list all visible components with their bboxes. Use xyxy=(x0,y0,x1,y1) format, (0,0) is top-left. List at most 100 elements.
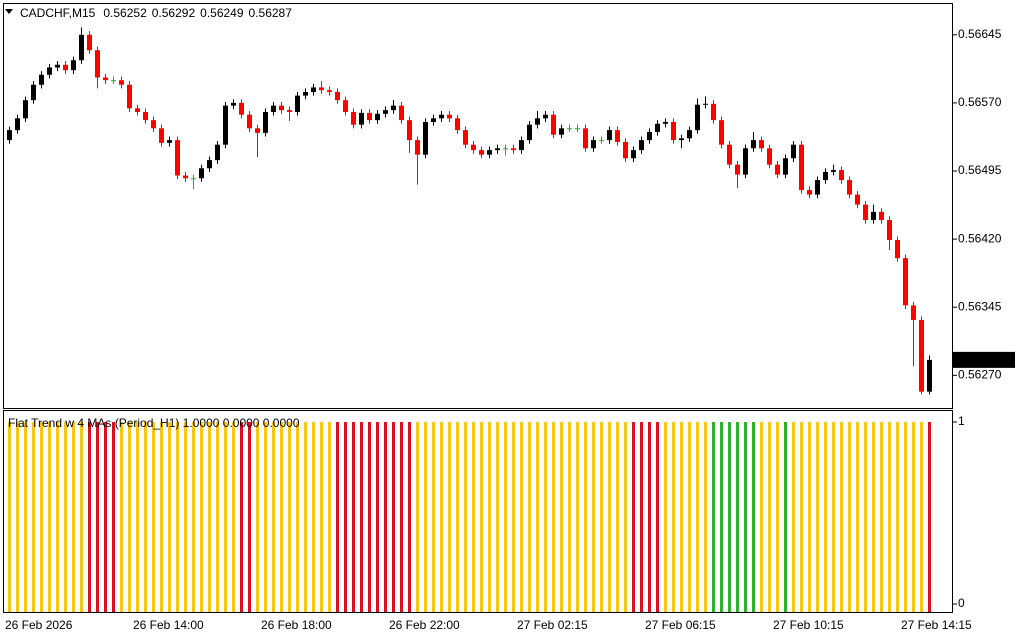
price-marker-label: 0.56287 xyxy=(958,352,1002,366)
candle-body xyxy=(327,90,332,92)
candle-body xyxy=(295,95,300,112)
candle-body xyxy=(927,359,932,392)
candle-body xyxy=(663,121,668,124)
x-tick-label: 27 Feb 10:15 xyxy=(773,618,844,632)
x-tick-label: 26 Feb 18:00 xyxy=(261,618,332,632)
indicator-bar xyxy=(352,422,355,612)
indicator-bar xyxy=(672,422,675,612)
indicator-pane xyxy=(3,410,953,613)
indicator-bar xyxy=(416,422,419,612)
candle-body xyxy=(23,100,28,119)
indicator-bar xyxy=(168,422,171,612)
open-value: 0.56252 xyxy=(103,6,147,20)
menu-triangle[interactable] xyxy=(5,9,13,14)
indicator-bar xyxy=(88,422,91,612)
indicator-bar xyxy=(336,422,339,612)
indicator-bar xyxy=(760,422,763,612)
candle-body xyxy=(239,102,244,115)
candle-body xyxy=(735,164,740,175)
candle-body xyxy=(527,124,532,141)
candle-body xyxy=(231,102,236,106)
candle-body xyxy=(615,130,620,142)
candle-body xyxy=(719,120,724,145)
indicator-bar xyxy=(616,422,619,612)
x-tick-label: 26 Feb 22:00 xyxy=(389,618,460,632)
candle-body xyxy=(311,87,316,92)
candle-body xyxy=(503,148,508,150)
indicator-bar xyxy=(200,422,203,612)
candle-body xyxy=(103,77,108,81)
candle-body xyxy=(223,105,228,145)
candle-body xyxy=(399,105,404,121)
indicator-bar xyxy=(536,422,539,612)
symbol: CADCHF,M15 xyxy=(20,6,96,20)
indicator-bar xyxy=(16,422,19,612)
x-tick-label: 27 Feb 14:15 xyxy=(901,618,972,632)
candle-body xyxy=(207,160,212,169)
indicator-bar xyxy=(224,422,227,612)
y-tick-label: 1 xyxy=(958,414,965,428)
indicator-bar xyxy=(208,422,211,612)
candle-body xyxy=(135,108,140,112)
candle-body xyxy=(511,148,516,151)
candle-body xyxy=(831,170,836,172)
candle-body xyxy=(495,148,500,151)
candle-body xyxy=(383,110,388,114)
indicator-bar xyxy=(384,422,387,612)
indicator-bar xyxy=(832,422,835,612)
candle-body xyxy=(599,140,604,142)
indicator-bar xyxy=(544,422,547,612)
indicator-bar xyxy=(32,422,35,612)
indicator-bar xyxy=(480,422,483,612)
candle-body xyxy=(879,211,884,221)
indicator-bar xyxy=(712,422,715,612)
indicator-bar xyxy=(728,422,731,612)
candle-body xyxy=(855,194,860,205)
indicator-bar xyxy=(680,422,683,612)
candle-body xyxy=(183,175,188,179)
candle-body xyxy=(743,148,748,175)
indicator-bar xyxy=(568,422,571,612)
indicator-bar xyxy=(512,422,515,612)
indicator-bar xyxy=(400,422,403,612)
low-value: 0.56249 xyxy=(200,6,244,20)
indicator-bar xyxy=(912,422,915,612)
candle-body xyxy=(695,104,700,131)
indicator-bar xyxy=(496,422,499,612)
candle-body xyxy=(887,220,892,241)
indicator-bar xyxy=(80,422,83,612)
indicator-bar xyxy=(368,422,371,612)
indicator-bar xyxy=(656,422,659,612)
indicator-bar xyxy=(792,422,795,612)
indicator-bar xyxy=(632,422,635,612)
candle-body xyxy=(431,118,436,122)
indicator-bar xyxy=(776,422,779,612)
candle-body xyxy=(583,128,588,149)
chart-header: CADCHF,M15 0.56252 0.56292 0.56249 0.56287 xyxy=(20,6,292,20)
indicator-bar xyxy=(456,422,459,612)
candle-body xyxy=(703,103,708,105)
x-tick-label: 26 Feb 14:00 xyxy=(133,618,204,632)
candle-body xyxy=(167,140,172,143)
candle-body xyxy=(191,178,196,180)
candle-body xyxy=(407,120,412,141)
indicator-bar xyxy=(56,422,59,612)
candle-body xyxy=(175,140,180,176)
candle-body xyxy=(655,123,660,132)
candle-body xyxy=(551,114,556,135)
candle-body xyxy=(119,80,124,85)
indicator-bar xyxy=(272,422,275,612)
indicator-bar xyxy=(928,422,931,612)
candle-body xyxy=(807,190,812,195)
indicator-bar xyxy=(72,422,75,612)
indicator-bar xyxy=(256,422,259,612)
candle-body xyxy=(711,103,716,121)
candle-body xyxy=(839,170,844,181)
indicator-bar xyxy=(648,422,651,612)
high-value: 0.56292 xyxy=(152,6,196,20)
candle-body xyxy=(247,114,252,129)
indicator-bar xyxy=(472,422,475,612)
indicator-bar xyxy=(112,422,115,612)
